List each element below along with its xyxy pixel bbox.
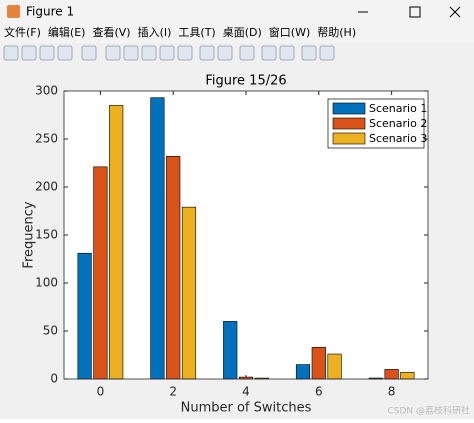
toolbar-button[interactable] — [319, 45, 335, 61]
toolbar-button[interactable] — [279, 45, 295, 61]
y-tick-label: 200 — [35, 180, 58, 194]
axes-box — [63, 90, 429, 380]
y-axis-label: Frequency — [22, 201, 37, 268]
menu-item[interactable]: 帮助(H) — [317, 25, 356, 39]
x-axis-label: Number of Switches — [181, 401, 312, 416]
y-tick-label: 50 — [43, 324, 58, 338]
bar — [166, 155, 181, 380]
maximize-button[interactable] — [409, 6, 421, 18]
toolbar-button[interactable] — [239, 45, 255, 61]
toolbar-button[interactable] — [123, 45, 139, 61]
toolbar — [0, 43, 474, 65]
toolbar-button[interactable] — [177, 45, 193, 61]
x-tick-label: 6 — [315, 385, 323, 399]
y-tick-label: 150 — [35, 228, 58, 242]
toolbar-button[interactable] — [21, 45, 37, 61]
legend-swatch — [332, 132, 366, 145]
menu-item[interactable]: 插入(I) — [138, 25, 172, 39]
bar — [223, 321, 238, 380]
x-tick-label: 2 — [169, 385, 177, 399]
window-title: Figure 1 — [26, 5, 74, 19]
app-icon — [7, 5, 20, 18]
legend-label: Scenario 1 — [369, 102, 427, 115]
menu-item[interactable]: 编辑(E) — [48, 25, 86, 39]
legend-swatch — [332, 102, 366, 115]
bar — [311, 347, 326, 380]
bar — [93, 166, 108, 380]
legend-label: Scenario 2 — [369, 117, 427, 130]
toolbar-button[interactable] — [57, 45, 73, 61]
menu-item[interactable]: 查看(V) — [92, 25, 130, 39]
y-tick-label: 250 — [35, 132, 58, 146]
bar — [384, 369, 399, 380]
toolbar-button[interactable] — [81, 45, 97, 61]
title-bar — [0, 0, 474, 24]
bar — [327, 353, 342, 380]
y-tick-label: 0 — [50, 372, 58, 386]
x-tick-label: 4 — [242, 385, 250, 399]
x-tick-label: 8 — [388, 385, 396, 399]
toolbar-button[interactable] — [141, 45, 157, 61]
menu-item[interactable]: 工具(T) — [178, 26, 215, 39]
chart-title: Figure 15/26 — [205, 74, 286, 89]
toolbar-button[interactable] — [159, 45, 175, 61]
toolbar-button[interactable] — [199, 45, 215, 61]
menu-item[interactable]: 文件(F) — [4, 25, 41, 39]
menu-item[interactable]: 桌面(D) — [223, 26, 262, 39]
legend-label: Scenario 3 — [369, 132, 427, 145]
y-tick-label: 100 — [35, 276, 58, 290]
toolbar-button[interactable] — [105, 45, 121, 61]
menu-item[interactable]: 窗口(W) — [269, 25, 310, 39]
bar — [181, 206, 197, 380]
watermark: CSDN @荔枝科研社 — [387, 405, 470, 417]
bar — [109, 105, 124, 380]
close-button[interactable] — [449, 6, 461, 18]
bar — [77, 252, 92, 380]
bar — [295, 364, 311, 380]
toolbar-button[interactable] — [217, 45, 233, 61]
bar — [400, 371, 415, 380]
toolbar-button[interactable] — [261, 45, 277, 61]
menu-bar: 文件(F) 编辑(E) 查看(V) 插入(I) 工具(T) 桌面(D) 窗口(W) 帮助(H) — [4, 25, 356, 39]
toolbar-button[interactable] — [39, 45, 55, 61]
legend-swatch — [332, 117, 366, 130]
bar — [150, 97, 165, 380]
plot: Figure 15/26 Number of Switches Frequency 0… — [22, 74, 429, 416]
y-tick-label: 300 — [35, 84, 58, 98]
x-tick-label: 0 — [97, 385, 105, 399]
toolbar-button[interactable] — [3, 45, 19, 61]
toolbar-button[interactable] — [301, 45, 317, 61]
